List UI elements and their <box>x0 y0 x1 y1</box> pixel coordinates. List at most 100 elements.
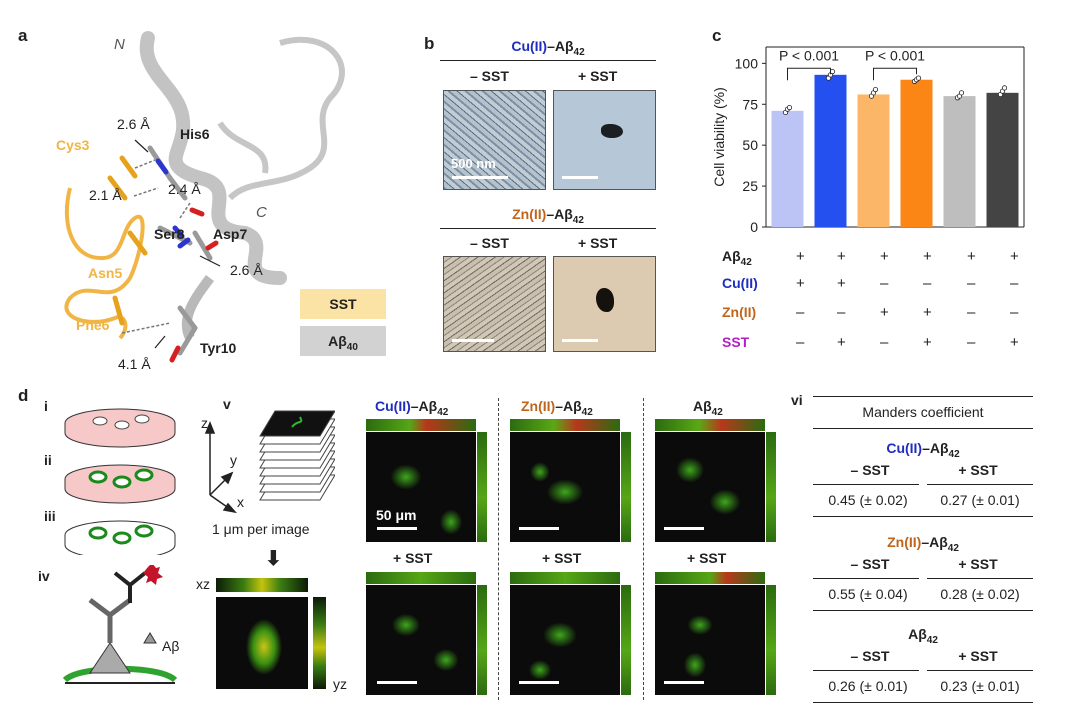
zn-plus-sst-label: + SST <box>542 550 582 566</box>
table-rule-right-1 <box>927 484 1033 485</box>
zn-plus-xz <box>510 572 620 584</box>
condition-sst-4: + <box>923 334 932 351</box>
c-row-label-sst: SST <box>722 334 750 350</box>
n-terminus-label: N <box>114 36 125 53</box>
data-point-1-3 <box>786 104 793 111</box>
distance-label-3: 2.4 Å <box>168 181 201 197</box>
axis-y-label: y <box>230 452 237 468</box>
antibody-illustration <box>62 565 178 684</box>
data-point-4-3 <box>915 75 922 81</box>
abeta-minus-scale <box>664 527 704 530</box>
table-value-plus-3: 0.23 (± 0.01) <box>940 678 1020 694</box>
table-minus-sst-header-3: – SST <box>850 648 890 664</box>
table-minus-sst-header-1: – SST <box>850 462 890 478</box>
z-stack-caption: 1 μm per image <box>212 521 310 537</box>
table-value-minus-2: 0.55 (± 0.04) <box>828 586 908 602</box>
tem-zn-plus-scale <box>562 339 598 342</box>
condition-zn-1: – <box>796 304 805 321</box>
down-arrow-icon: ⬇ <box>265 548 282 570</box>
condition-zn-6: – <box>1010 304 1019 321</box>
step-iv-label: iv <box>38 568 50 584</box>
p-value-label-1: P < 0.001 <box>779 47 839 63</box>
tem-cu-plus-aggregate <box>601 124 623 138</box>
tem-zn-plus-aggregate <box>596 288 614 312</box>
phe6-label: Phe6 <box>76 317 110 333</box>
example-yz-strip <box>313 597 326 689</box>
cys3-label: Cys3 <box>56 137 90 153</box>
bar-2 <box>814 74 847 227</box>
data-point-3-3 <box>872 86 879 93</box>
xz-label: xz <box>196 576 210 592</box>
condition-cu-1: + <box>796 275 805 292</box>
table-group-title-3: Aβ42 <box>908 626 938 646</box>
his6-label: His6 <box>180 126 210 142</box>
legend-sst: SST <box>300 289 386 319</box>
table-value-minus-1: 0.45 (± 0.02) <box>828 492 908 508</box>
peptide-structure <box>64 31 345 363</box>
condition-zn-3: + <box>880 304 889 321</box>
zn-minus-yz <box>621 432 631 542</box>
abeta-plus-sst-label: + SST <box>687 550 727 566</box>
tem-cu-plus-scale <box>562 176 598 179</box>
table-plus-sst-header-1: + SST <box>958 462 998 478</box>
y-tick-label-1: 25 <box>742 178 758 194</box>
condition-cu-3: – <box>880 275 889 292</box>
culture-dish-illustrations <box>64 408 176 555</box>
axis-x-label: x <box>237 494 244 510</box>
condition-zn-2: – <box>837 304 846 321</box>
significance-bracket-1 <box>787 67 831 81</box>
b-group2-title: Zn(II)–Aβ42 <box>512 206 584 226</box>
panel-c-letter: c <box>712 26 722 45</box>
zn-plus-yz <box>621 585 631 695</box>
b-group2-rule <box>440 228 656 229</box>
condition-abeta-3: + <box>880 248 889 265</box>
data-point-5-3 <box>958 90 965 96</box>
b-group2-minus: – SST <box>470 235 509 251</box>
condition-zn-4: + <box>923 304 932 321</box>
step-i-label: i <box>44 398 48 414</box>
col3-title: Aβ42 <box>693 398 723 418</box>
zn-minus-confocal <box>510 432 620 542</box>
condition-sst-1: – <box>796 334 805 351</box>
table-rule-right-3 <box>927 670 1033 671</box>
table-value-plus-2: 0.28 (± 0.02) <box>940 586 1020 602</box>
example-confocal-image <box>216 597 308 689</box>
bar-3 <box>857 94 890 227</box>
table-rule-left-2 <box>813 578 919 579</box>
tem-cu-plus-sst <box>553 90 656 190</box>
c-row-label-cu: Cu(II) <box>722 275 758 291</box>
abeta-minus-xz <box>655 419 765 431</box>
y-tick-label-0: 0 <box>750 219 758 235</box>
cu-plus-sst-label: + SST <box>393 550 433 566</box>
cu-plus-xz <box>366 572 476 584</box>
step-vi-label: vi <box>791 392 803 408</box>
condition-abeta-2: + <box>837 248 846 265</box>
bar-1 <box>771 110 804 227</box>
b-group1-title: Cu(II)–Aβ42 <box>511 38 585 58</box>
b-group2-plus: + SST <box>578 235 618 251</box>
axis-z-label: z <box>201 415 208 431</box>
zn-plus-scale <box>519 681 559 684</box>
condition-abeta-6: + <box>1010 248 1019 265</box>
col1-title: Cu(II)–Aβ42 <box>375 398 449 418</box>
tem-zn-minus-scale <box>452 339 494 342</box>
condition-sst-5: – <box>967 334 976 351</box>
distance-label-4: 2.6 Å <box>230 262 263 278</box>
abeta-plus-xz <box>655 572 765 584</box>
c-row-label-zn: Zn(II) <box>722 304 757 320</box>
bar-5 <box>943 96 976 227</box>
condition-abeta-4: + <box>923 248 932 265</box>
panel-a-letter: a <box>18 26 28 45</box>
y-tick-label-4: 100 <box>735 55 759 71</box>
distance-label-2: 2.1 Å <box>89 187 122 203</box>
table-group-bottom-rule-3 <box>813 702 1033 703</box>
table-value-minus-3: 0.26 (± 0.01) <box>828 678 908 694</box>
separator-2 <box>643 398 644 700</box>
table-plus-sst-header-3: + SST <box>958 648 998 664</box>
b-group1-plus: + SST <box>578 68 618 84</box>
abeta-minus-confocal <box>655 432 765 542</box>
separator-1 <box>498 398 499 700</box>
distance-label-5: 4.1 Å <box>118 356 151 372</box>
c-terminus-label: C <box>256 204 267 221</box>
significance-bracket-2 <box>873 67 917 81</box>
